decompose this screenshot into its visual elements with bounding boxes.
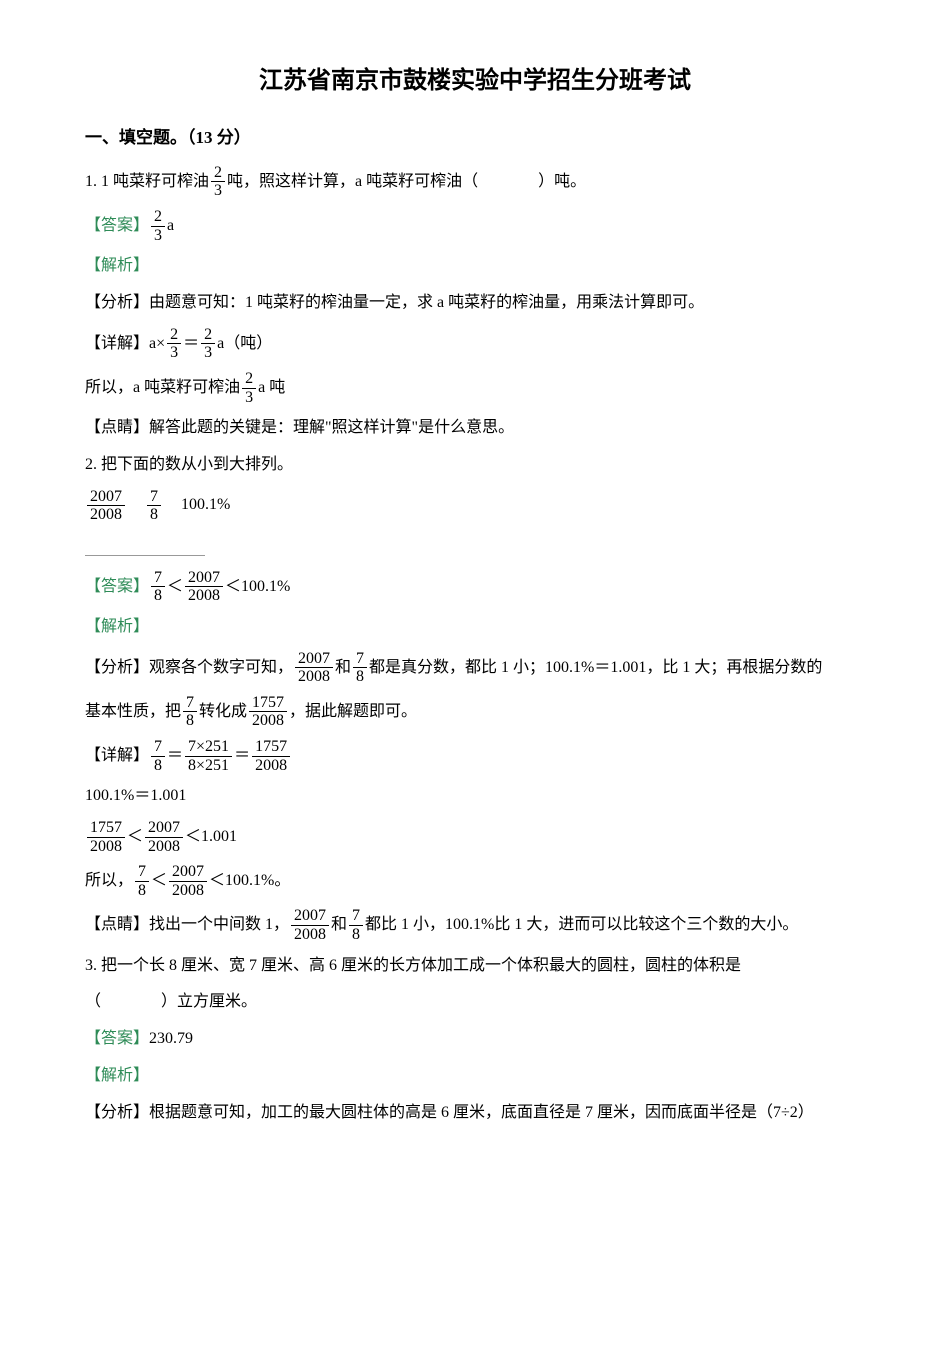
q2-af4: 17572008 <box>249 694 287 730</box>
q1-answer: 【答案】23a <box>85 208 865 244</box>
q2-af1: 20072008 <box>295 650 333 686</box>
q2-input-blank <box>85 532 865 561</box>
q2-n3: 100.1% <box>181 491 230 520</box>
q2-pf2: 78 <box>349 907 363 943</box>
q2-ans-f2: 20072008 <box>185 569 223 605</box>
q2-cmp-f2: 20072008 <box>145 819 183 855</box>
page-title: 江苏省南京市鼓楼实验中学招生分班考试 <box>85 60 865 103</box>
q2-explain-label: 【解析】 <box>85 613 865 642</box>
q2-so-f2: 20072008 <box>169 863 207 899</box>
q2-stem: 2. 把下面的数从小到大排列。 <box>85 451 865 480</box>
answer-label: 【答案】 <box>85 1030 149 1047</box>
answer-label: 【答案】 <box>85 577 149 594</box>
q1-stem: 1. 1 吨菜籽可榨油23吨，照这样计算，a 吨菜籽可榨油（ ）吨。 <box>85 164 865 200</box>
q2-detail: 【详解】78＝7×2518×251＝17572008 <box>85 738 865 774</box>
q2-ans-f1: 78 <box>151 569 165 605</box>
q2-af3: 78 <box>183 694 197 730</box>
q1-detail: 【详解】a×23＝23a（吨） <box>85 326 865 362</box>
q1-d-frac2: 23 <box>201 326 215 362</box>
section-heading: 一、填空题。（13 分） <box>85 123 865 154</box>
q1-mid: 吨，照这样计算，a 吨菜籽可榨油（ <box>227 173 478 190</box>
q1-ans-suffix: a <box>167 217 174 234</box>
q2-n1: 20072008 <box>87 488 125 524</box>
q1-point: 【点睛】解答此题的关键是：理解"照这样计算"是什么意思。 <box>85 414 865 443</box>
q2-pf1: 20072008 <box>291 907 329 943</box>
q3-answer: 【答案】230.79 <box>85 1025 865 1054</box>
q1-so: 所以，a 吨菜籽可榨油23a 吨 <box>85 370 865 406</box>
q1-analysis: 【分析】由题意可知：1 吨菜籽的榨油量一定，求 a 吨菜籽的榨油量，用乘法计算即… <box>85 289 865 318</box>
q2-df1: 78 <box>151 738 165 774</box>
q2-answer: 【答案】78＜20072008＜100.1% <box>85 569 865 605</box>
q1-explain-label: 【解析】 <box>85 252 865 281</box>
q1-ans-frac: 23 <box>151 208 165 244</box>
q2-analysis-2: 基本性质，把78转化成17572008，据此解题即可。 <box>85 694 865 730</box>
answer-label: 【答案】 <box>85 217 149 234</box>
q2-so: 所以，78＜20072008＜100.1%。 <box>85 863 865 899</box>
q2-point: 【点睛】找出一个中间数 1，20072008和78都比 1 小，100.1%比 … <box>85 907 865 943</box>
q2-numbers: 20072008 78 100.1% <box>85 488 865 524</box>
q2-af2: 78 <box>353 650 367 686</box>
q1-suffix: ）吨。 <box>538 173 586 190</box>
q3-stem-2: （）立方厘米。 <box>85 988 865 1017</box>
q1-frac: 23 <box>211 164 225 200</box>
q3-explain-label: 【解析】 <box>85 1062 865 1091</box>
q1-prefix: 1. 1 吨菜籽可榨油 <box>85 173 209 190</box>
q1-d-frac1: 23 <box>167 326 181 362</box>
q3-analysis: 【分析】根据题意可知，加工的最大圆柱体的高是 6 厘米，底面直径是 7 厘米，因… <box>85 1099 865 1128</box>
q2-df2: 7×2518×251 <box>185 738 232 774</box>
q2-so-f1: 78 <box>135 863 149 899</box>
q2-df3: 17572008 <box>252 738 290 774</box>
q2-analysis-1: 【分析】观察各个数字可知，20072008和78都是真分数，都比 1 小；100… <box>85 650 865 686</box>
q2-pct: 100.1%＝1.001 <box>85 782 865 811</box>
q2-n2: 78 <box>147 488 161 524</box>
q2-cmp: 17572008＜20072008＜1.001 <box>85 819 865 855</box>
q1-so-frac: 23 <box>242 370 256 406</box>
q2-cmp-f1: 17572008 <box>87 819 125 855</box>
q3-stem-1: 3. 把一个长 8 厘米、宽 7 厘米、高 6 厘米的长方体加工成一个体积最大的… <box>85 952 865 981</box>
